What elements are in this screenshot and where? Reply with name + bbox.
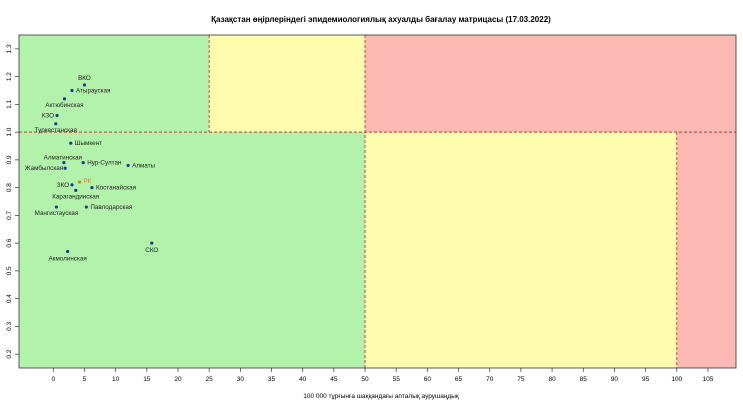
point-label: Акмолинская <box>48 255 86 262</box>
point-label: Актюбинская <box>45 101 83 109</box>
x-tick-label: 5 <box>83 376 87 383</box>
data-point <box>63 166 67 170</box>
data-point <box>81 161 85 165</box>
point-label: Алматы <box>132 162 155 169</box>
zone-4 <box>365 132 677 368</box>
point-label: СКО <box>145 247 158 254</box>
data-point <box>84 205 88 209</box>
x-tick-label: 25 <box>206 376 214 383</box>
data-point <box>62 97 67 101</box>
data-point <box>126 163 130 168</box>
point-label: Атырауская <box>76 88 110 95</box>
point-label: ЗКО <box>57 182 69 189</box>
chart-title: Қазақстан өңірлеріндегі эпидемиологиялық… <box>211 15 551 24</box>
point-label: Алматинская <box>44 155 82 162</box>
data-point <box>54 205 59 209</box>
x-tick-label: 100 <box>671 376 682 383</box>
y-tick-label: 0.2 <box>6 349 13 358</box>
data-point <box>70 183 74 187</box>
zone-1 <box>209 35 366 133</box>
data-point <box>69 141 73 145</box>
point-label: ВКО <box>78 75 91 82</box>
x-axis-label: 100 000 тұрғынға шаққандағы апталық ауру… <box>303 393 459 400</box>
point-label: Павлодарская <box>90 204 132 211</box>
x-tick-label: 95 <box>642 376 650 383</box>
x-tick-label: 40 <box>299 376 307 383</box>
risk-zones <box>19 35 736 368</box>
zone-5 <box>676 132 736 368</box>
y-tick-label: 1.3 <box>6 44 13 53</box>
x-tick-label: 60 <box>424 376 432 383</box>
data-point <box>90 186 94 190</box>
x-tick-label: 75 <box>517 376 525 383</box>
data-point <box>70 88 74 93</box>
data-point <box>54 122 58 126</box>
y-tick-label: 0.5 <box>6 266 13 275</box>
y-axis: 0.2 0.3 0.4 0.5 0.6 0.7 0.8 0.9 1.0 1.1 1.2 1.3 <box>6 44 19 359</box>
plot-frame <box>18 34 737 369</box>
x-tick-label: 85 <box>580 376 588 383</box>
x-tick-label: 65 <box>455 376 463 383</box>
data-points: ВКО Атырауская Актюбинская КЗО Туркестанская… <box>25 75 159 263</box>
y-tick-label: 0.9 <box>6 155 13 164</box>
data-point <box>77 180 82 184</box>
y-tick-label: 0.6 <box>6 238 13 247</box>
x-tick-label: 90 <box>611 376 619 383</box>
threshold-lines <box>19 35 736 368</box>
zone-2 <box>365 35 736 133</box>
y-tick-label: 0.7 <box>6 210 13 219</box>
x-tick-label: 0 <box>51 376 55 383</box>
point-label: Костанайская <box>96 184 136 192</box>
x-tick-label: 15 <box>143 376 151 383</box>
y-tick-label: 1.2 <box>6 72 13 81</box>
x-tick-label: 30 <box>237 376 245 383</box>
y-tick-label: 0.3 <box>6 321 13 330</box>
x-tick-label: 35 <box>268 376 276 383</box>
point-label: Туркестанская <box>35 127 77 134</box>
x-tick-label: 105 <box>703 376 714 383</box>
y-tick-label: 0.4 <box>6 294 13 303</box>
data-point <box>66 249 70 254</box>
y-tick-label: 0.8 <box>6 183 13 192</box>
zone-0 <box>19 35 210 133</box>
point-label: Жамбылская <box>25 164 63 172</box>
x-tick-label: 20 <box>174 376 182 383</box>
x-tick-label: 50 <box>361 376 369 383</box>
x-tick-label: 70 <box>486 376 494 383</box>
y-tick-label: 1.0 <box>6 127 13 136</box>
point-label: КЗО <box>42 112 54 119</box>
data-point <box>55 113 59 118</box>
data-point <box>62 161 66 165</box>
data-point <box>74 188 78 192</box>
x-axis: 0 5 10 15 20 25 30 35 40 45 50 55 60 65 70 75 80 85 90 95 10… <box>51 368 714 383</box>
x-tick-label: 10 <box>112 376 120 383</box>
y-tick-label: 1.1 <box>6 99 13 108</box>
point-label: Шымкент <box>75 140 102 147</box>
x-tick-label: 80 <box>548 376 556 383</box>
x-tick-label: 55 <box>393 376 401 383</box>
point-label: Нур-Султан <box>87 160 122 167</box>
zone-3 <box>19 132 366 368</box>
x-tick-label: 45 <box>330 376 338 383</box>
point-label: Карагандинская <box>52 193 99 200</box>
data-point <box>150 241 154 245</box>
data-point <box>82 83 87 87</box>
point-label: Мангистауская <box>35 210 79 217</box>
point-label: РК <box>83 178 91 185</box>
